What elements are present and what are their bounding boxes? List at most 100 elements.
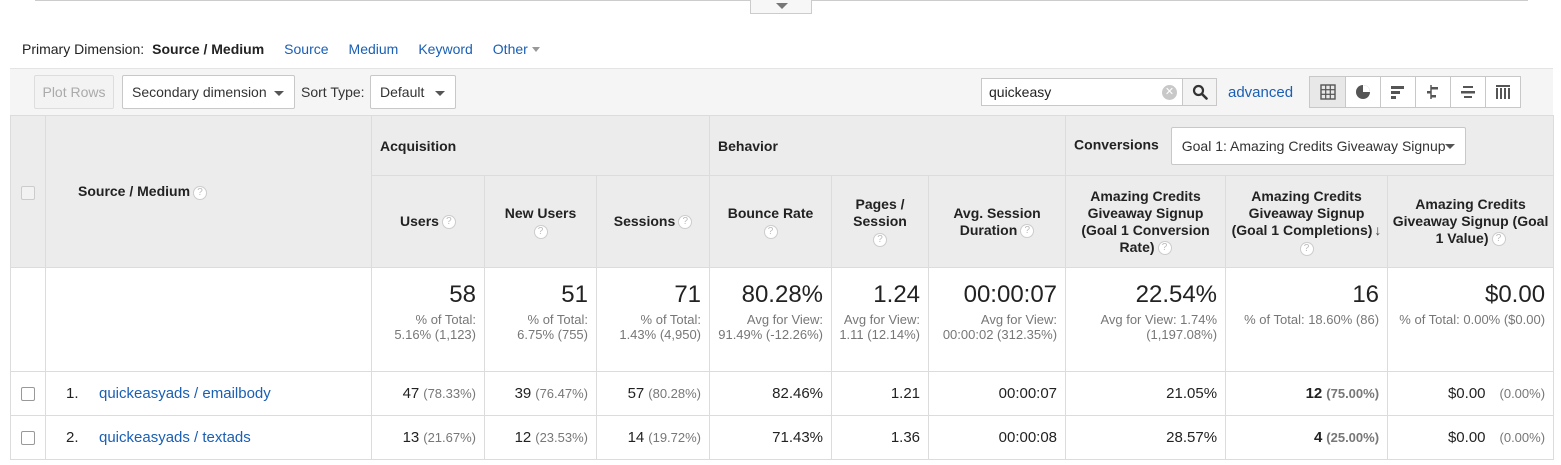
primary-dimension-other[interactable]: Other	[493, 41, 540, 57]
clear-icon[interactable]: ✕	[1162, 85, 1177, 100]
users-header-label: Users	[400, 213, 439, 229]
view-term-cloud-button[interactable]	[1450, 77, 1485, 107]
total-conversion-rate: 22.54% Avg for View: 1.74% (1,197.08%)	[1065, 267, 1227, 372]
search-button[interactable]	[1182, 78, 1217, 106]
help-icon[interactable]: ?	[873, 233, 888, 247]
row-goal-value-value: $0.00	[1447, 385, 1486, 402]
row-new-users-value: 12	[514, 429, 532, 446]
total-completions-value: 16	[1352, 281, 1380, 308]
data-table: Source / Medium? Acquisition Behavior Co…	[10, 115, 1555, 460]
row-goal-value-pct: (0.00%)	[1499, 386, 1546, 401]
sessions-column-header[interactable]: Sessions?	[595, 175, 711, 268]
sort-type-select[interactable]: Default	[370, 75, 456, 109]
primary-dimension-source[interactable]: Source	[284, 41, 329, 57]
row-checkbox[interactable]	[21, 431, 35, 446]
row-goal-value: $0.00 (0.00%)	[1387, 415, 1555, 460]
users-column-header[interactable]: Users?	[371, 175, 485, 268]
help-icon[interactable]: ?	[441, 215, 456, 230]
select-all-cell	[10, 115, 46, 268]
goal-value-column-header[interactable]: Amazing Credits Giveaway Signup (Goal 1 …	[1387, 175, 1555, 268]
primary-dimension-medium[interactable]: Medium	[348, 41, 399, 57]
row-dimension-link[interactable]: quickeasyads / textads	[99, 429, 251, 446]
help-icon[interactable]: ?	[1491, 232, 1506, 247]
row-new-users-value: 39	[514, 385, 532, 402]
total-pages-session-value: 1.24	[873, 281, 921, 308]
plot-rows-button[interactable]: Plot Rows	[34, 75, 114, 109]
row-completions-pct: (25.00%)	[1326, 430, 1380, 445]
help-icon[interactable]: ?	[1020, 223, 1035, 238]
dimension-header-label: Source / Medium	[78, 183, 191, 200]
primary-dimension-keyword[interactable]: Keyword	[418, 41, 473, 57]
view-pivot-button[interactable]	[1485, 77, 1520, 107]
bounce-rate-column-header[interactable]: Bounce Rate?	[709, 175, 833, 268]
row-checkbox-cell	[10, 415, 46, 460]
row-bounce-rate: 82.46%	[709, 371, 833, 416]
conversion-rate-column-header[interactable]: Amazing Credits Giveaway Signup (Goal 1 …	[1065, 175, 1227, 268]
row-users-value: 13	[402, 429, 420, 446]
bounce-rate-header-label: Bounce Rate	[727, 204, 814, 221]
bar-chart-icon	[1391, 86, 1404, 99]
collapse-chart-toggle[interactable]	[750, 0, 812, 14]
total-goal-value-value: $0.00	[1484, 281, 1546, 308]
view-percentage-button[interactable]	[1345, 77, 1380, 107]
help-icon[interactable]: ?	[193, 185, 208, 200]
row-users-pct: (21.67%)	[423, 430, 476, 445]
help-icon[interactable]: ?	[533, 224, 548, 239]
table-filter-input[interactable]: quickeasy ✕	[981, 78, 1183, 106]
row-avg-session-duration: 00:00:08	[928, 415, 1067, 460]
row-pages-session: 1.36	[831, 415, 930, 460]
help-icon[interactable]: ?	[678, 215, 693, 230]
secondary-dimension-select[interactable]: Secondary dimension	[122, 75, 295, 109]
conversion-rate-header-label: Amazing Credits Giveaway Signup (Goal 1 …	[1081, 187, 1210, 255]
sort-down-arrow-icon: ↓	[1374, 221, 1382, 238]
goal-select[interactable]: Goal 1: Amazing Credits Giveaway Signup	[1170, 126, 1466, 165]
row-checkbox-cell	[10, 371, 46, 416]
select-all-checkbox[interactable]	[21, 185, 35, 200]
sessions-header-label: Sessions	[613, 213, 676, 229]
view-comparison-button[interactable]	[1415, 77, 1450, 107]
advanced-filter-link[interactable]: advanced	[1228, 84, 1294, 101]
pages-session-header-label: Pages / Session	[853, 196, 907, 229]
completions-column-header[interactable]: Amazing Credits Giveaway Signup (Goal 1 …	[1225, 175, 1389, 268]
table-view-switcher	[1309, 76, 1521, 108]
new-users-header-label: New Users	[504, 204, 577, 221]
row-sessions-value: 57	[627, 385, 645, 402]
avg-session-duration-header-label: Avg. Session Duration	[953, 204, 1041, 238]
row-dimension-cell: 1. quickeasyads / emailbody	[45, 371, 372, 416]
total-new-users-sub: % of Total: 6.75% (755)	[517, 312, 588, 342]
row-conversion-rate: 21.05%	[1065, 371, 1227, 416]
totals-label-cell	[45, 267, 372, 372]
row-checkbox[interactable]	[21, 387, 35, 402]
acquisition-group-header: Acquisition	[370, 115, 711, 176]
row-goal-value-pct: (0.00%)	[1499, 430, 1546, 445]
pages-session-column-header[interactable]: Pages / Session?	[831, 175, 930, 268]
view-data-button[interactable]	[1310, 77, 1345, 107]
goal-value-header-label: Amazing Credits Giveaway Signup (Goal 1 …	[1392, 196, 1549, 246]
view-performance-button[interactable]	[1380, 77, 1415, 107]
dimension-header[interactable]: Source / Medium?	[45, 115, 372, 268]
table-filter-value: quickeasy	[989, 84, 1052, 100]
row-users-pct: (78.33%)	[423, 386, 476, 401]
row-pages-session: 1.21	[831, 371, 930, 416]
caret-down-icon	[1444, 143, 1455, 149]
row-dimension-link[interactable]: quickeasyads / emailbody	[99, 385, 271, 402]
row-bounce-rate: 71.43%	[709, 415, 833, 460]
row-goal-value: $0.00 (0.00%)	[1387, 371, 1555, 416]
help-icon[interactable]: ?	[1299, 241, 1314, 256]
search-icon	[1192, 84, 1208, 100]
row-new-users-pct: (76.47%)	[535, 386, 588, 401]
total-avg-session-duration-value: 00:00:07	[963, 281, 1058, 308]
row-index: 1.	[66, 385, 79, 402]
row-new-users: 39 (76.47%)	[484, 371, 597, 416]
total-users: 58 % of Total: 5.16% (1,123)	[371, 267, 485, 372]
help-icon[interactable]: ?	[1157, 240, 1172, 255]
row-new-users-pct: (23.53%)	[535, 430, 588, 445]
total-sessions: 71 % of Total: 1.43% (4,950)	[595, 267, 711, 372]
help-icon[interactable]: ?	[763, 224, 778, 239]
total-goal-value-sub: % of Total: 0.00% ($0.00)	[1399, 312, 1546, 327]
new-users-column-header[interactable]: New Users?	[484, 175, 597, 268]
avg-session-duration-column-header[interactable]: Avg. Session Duration?	[928, 175, 1067, 268]
total-sessions-value: 71	[674, 281, 702, 308]
total-sessions-sub: % of Total: 1.43% (4,950)	[619, 312, 702, 342]
secondary-dimension-label: Secondary dimension	[132, 84, 267, 100]
